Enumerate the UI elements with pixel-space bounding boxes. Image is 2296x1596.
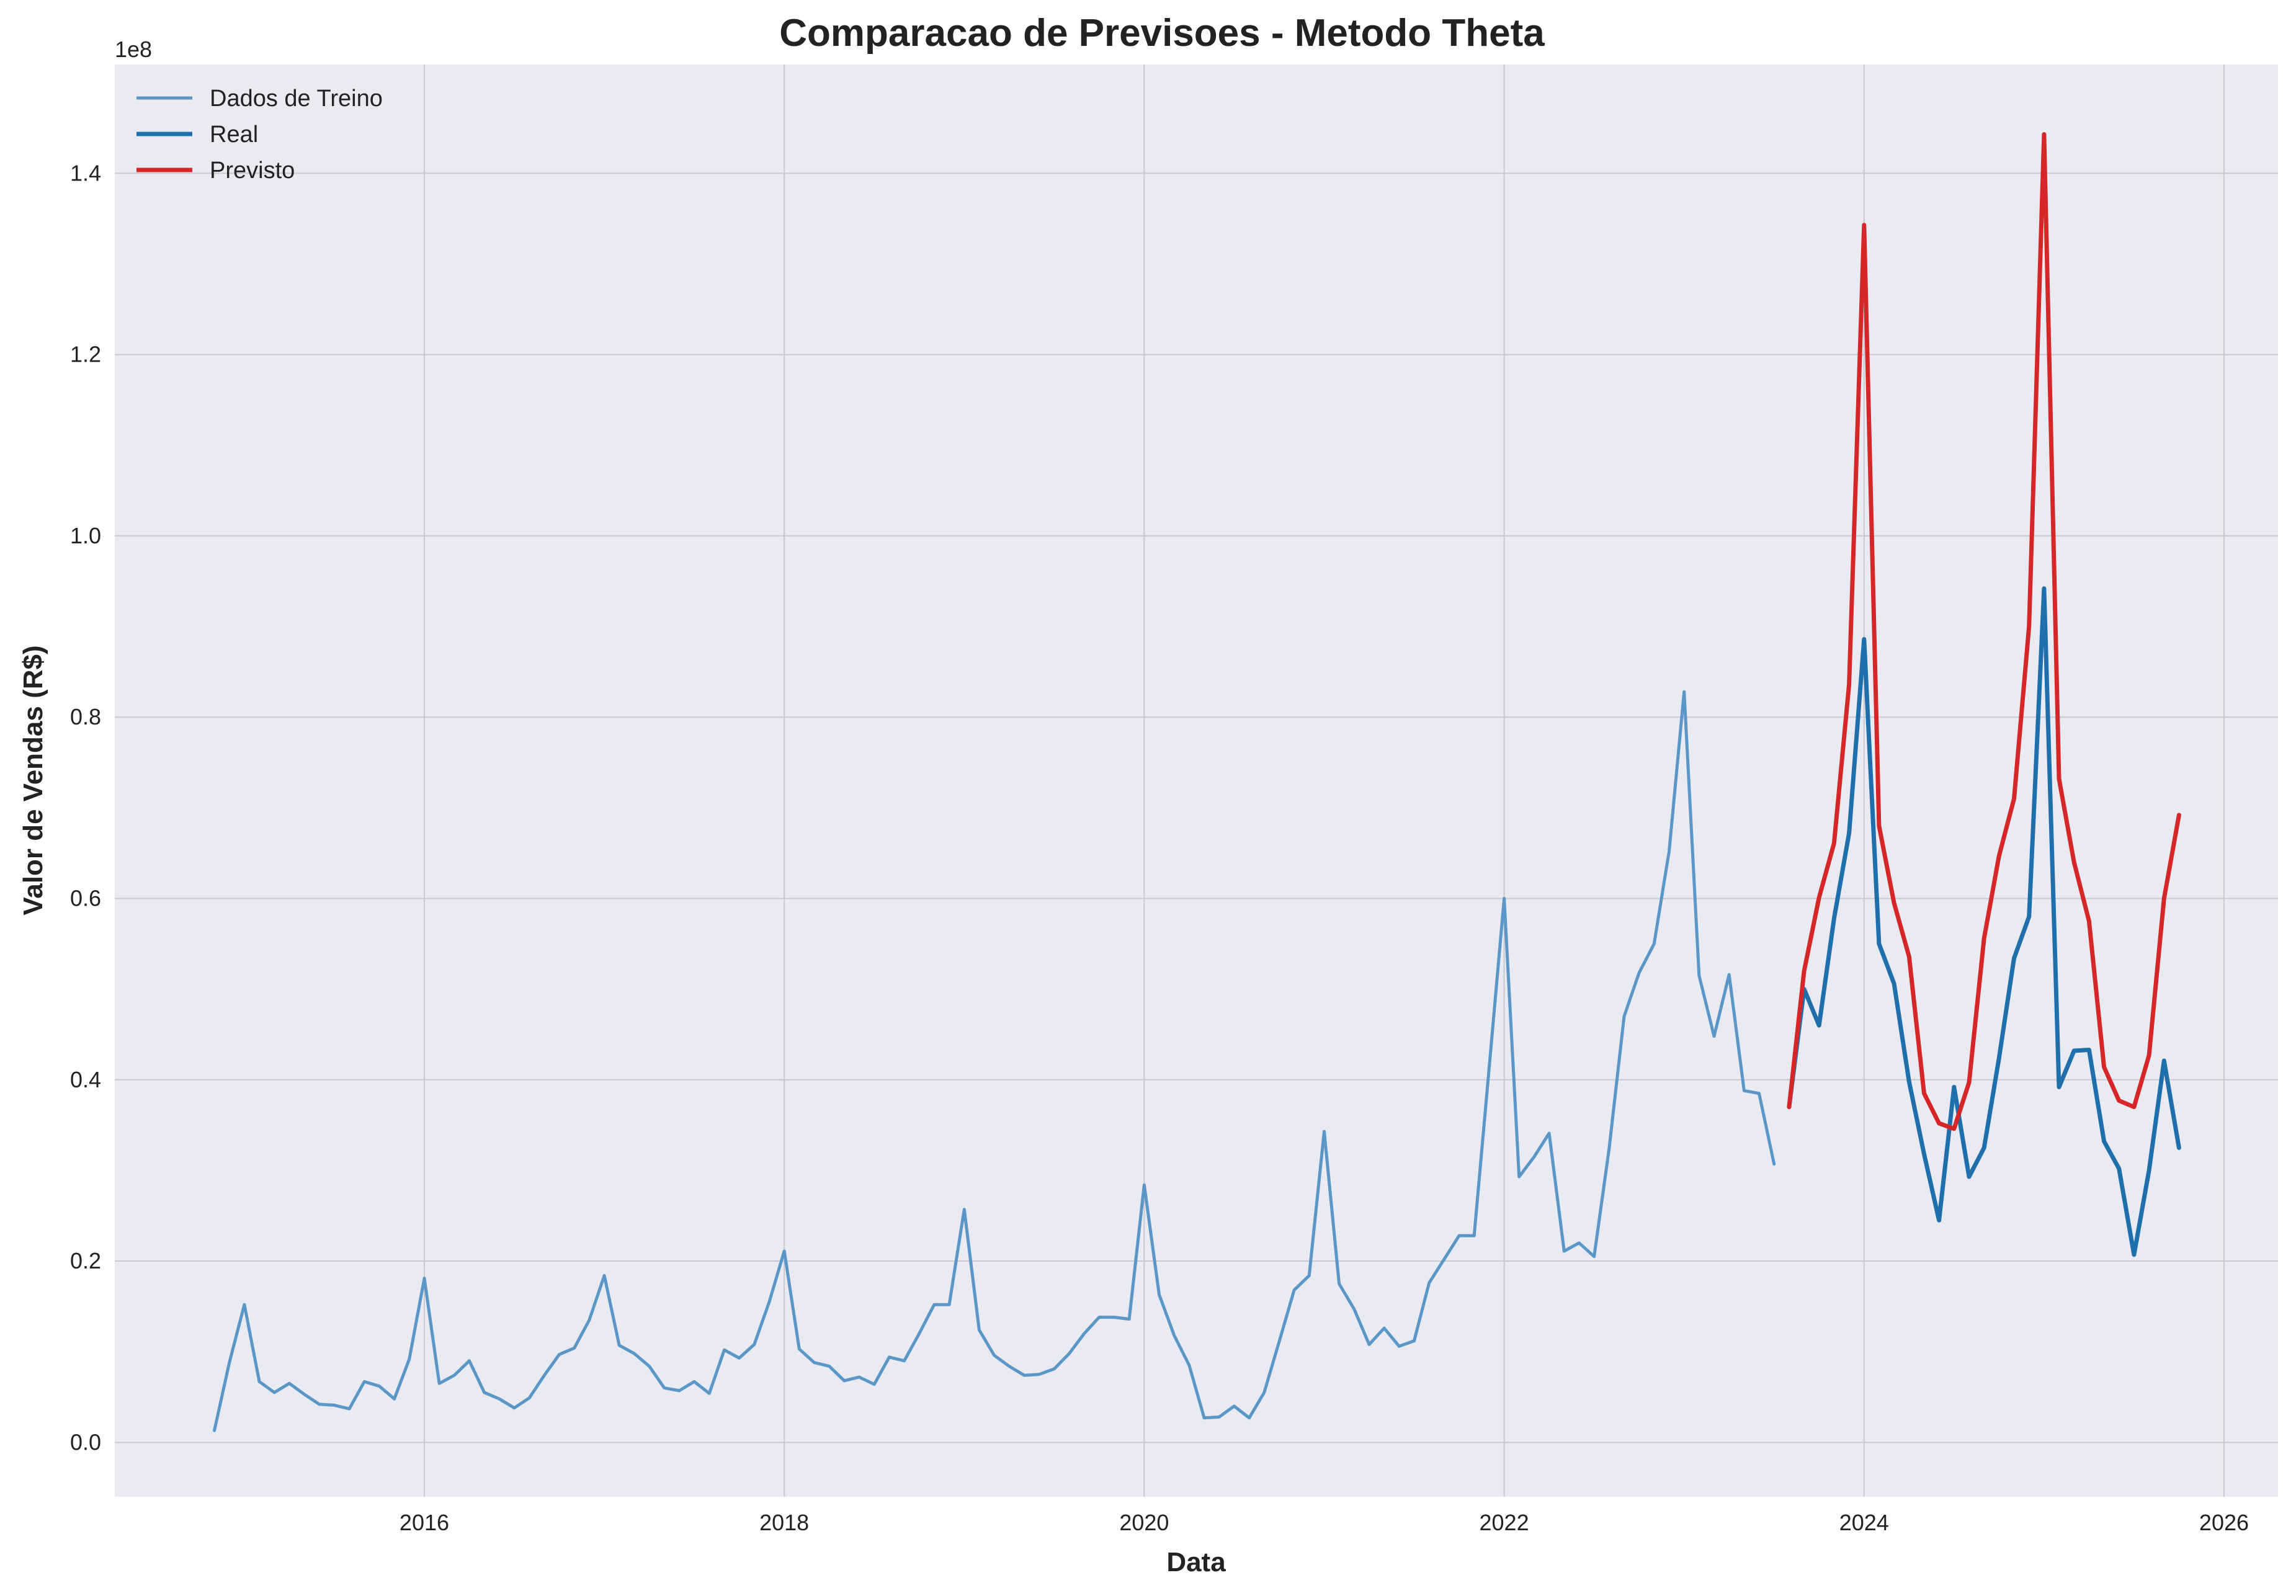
y-tick-label: 1.4 [70,160,101,185]
y-tick-label: 0.6 [70,885,101,911]
legend-label: Previsto [210,158,295,184]
y-tick-label: 1.0 [70,523,101,548]
x-axis-label: Data [1166,1547,1226,1577]
legend-label: Dados de Treino [210,86,383,112]
series-line-dados-de-treino [213,690,1776,1432]
y-tick-label: 0.4 [70,1067,101,1092]
x-tick-label: 2016 [400,1510,449,1535]
x-tick-labels: 2016 2018 2020 2022 2024 2026 [400,1510,2249,1535]
y-tick-label: 0.0 [70,1429,101,1455]
y-axis-label: Valor de Vendas (R$) [18,645,48,915]
series-line-previsto [1787,132,2181,1131]
x-tick-label: 2020 [1119,1510,1169,1535]
x-tick-label: 2026 [2199,1510,2249,1535]
y-tick-labels: 0.0 0.2 0.4 0.6 0.8 1.0 1.2 1.4 [70,160,101,1455]
y-tick-label: 0.2 [70,1248,101,1273]
y-tick-label: 1.2 [70,342,101,367]
x-tick-label: 2024 [1839,1510,1889,1535]
legend: Dados de Treino Real Previsto [136,86,383,184]
y-tick-label: 0.8 [70,704,101,729]
plot-area [115,65,2278,1497]
chart-title: Comparacao de Previsoes - Metodo Theta [779,12,1545,55]
x-tick-label: 2022 [1480,1510,1529,1535]
series-line-real [1787,586,2181,1257]
legend-label: Real [210,122,258,148]
x-tick-label: 2018 [759,1510,809,1535]
grid-lines [115,65,2278,1497]
y-offset-label: 1e8 [115,37,152,62]
series-lines [213,132,2181,1432]
